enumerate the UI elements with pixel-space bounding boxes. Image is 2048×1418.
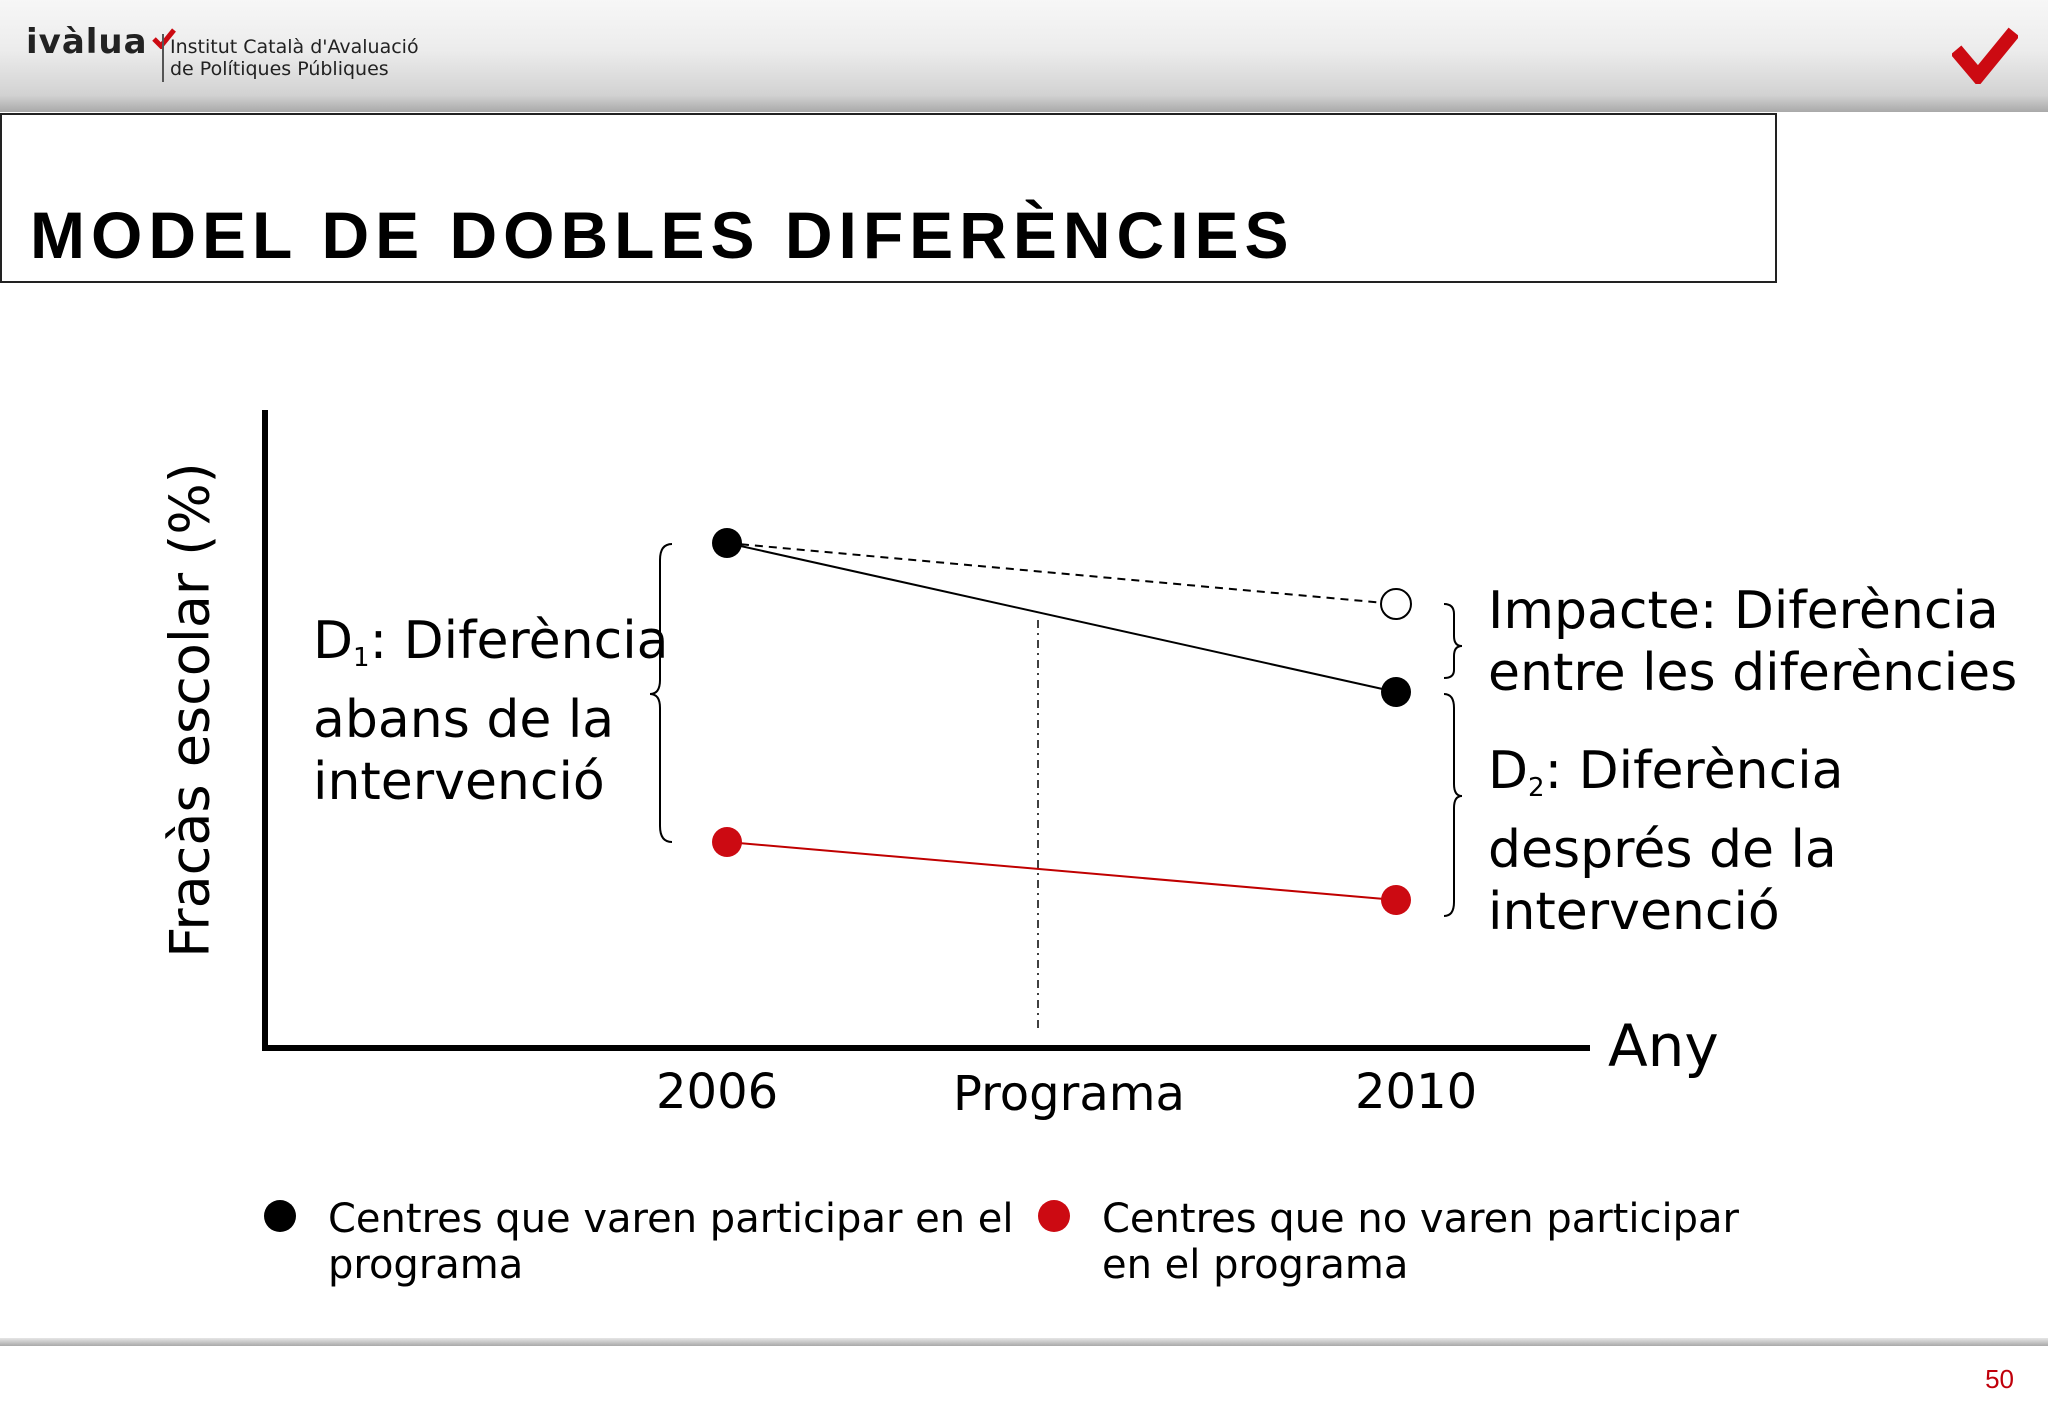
logo-subtitle-line1: Institut Català d'Avaluació [170, 36, 419, 58]
x-tick-2006: 2006 [656, 1064, 779, 1120]
brand-check-icon [1952, 27, 2018, 84]
participants-2006-point [712, 528, 742, 558]
page-title: MODEL DE DOBLES DIFERÈNCIES [30, 198, 1295, 272]
counterfactual-2010-point [1380, 588, 1412, 620]
x-tick-2010: 2010 [1355, 1064, 1478, 1120]
legend-non-participants: Centres que no varen participar en el pr… [1102, 1196, 1739, 1288]
impact-brace [1443, 603, 1463, 679]
non-participants-2006-point [712, 827, 742, 857]
d2-brace [1443, 693, 1463, 917]
legend-marker-participants [264, 1200, 296, 1232]
non-participants-line [726, 841, 1397, 901]
page-number: 50 [1985, 1364, 2014, 1394]
d1-label: D1: Diferència abans de la intervenció [313, 611, 669, 812]
x-axis-label: Any [1608, 1012, 1719, 1080]
y-axis-label: Fracàs escolar (%) [158, 462, 222, 958]
participants-line [726, 542, 1397, 693]
x-tick-programa: Programa [953, 1066, 1185, 1122]
legend-marker-non-participants [1038, 1200, 1070, 1232]
participants-2010-point [1381, 677, 1411, 707]
legend-participants: Centres que varen participar en el progr… [328, 1196, 1014, 1288]
logo-subtitle-line2: de Polítiques Públiques [170, 58, 389, 80]
footer-divider [0, 1338, 2048, 1346]
d2-label: D2: Diferència després de la intervenció [1488, 741, 1844, 942]
impact-label: Impacte: Diferència entre les diferèncie… [1488, 581, 2018, 703]
ivalua-logo-wordmark: ivàlua [26, 22, 176, 62]
title-box: MODEL DE DOBLES DIFERÈNCIES [0, 113, 1777, 283]
non-participants-2010-point [1381, 885, 1411, 915]
counterfactual-line [726, 542, 1397, 605]
slide-header: ivàlua Institut Català d'Avaluació de Po… [0, 0, 2048, 112]
logo-separator [162, 34, 164, 82]
d1-brace [649, 543, 673, 843]
logo-check-icon [151, 28, 176, 50]
